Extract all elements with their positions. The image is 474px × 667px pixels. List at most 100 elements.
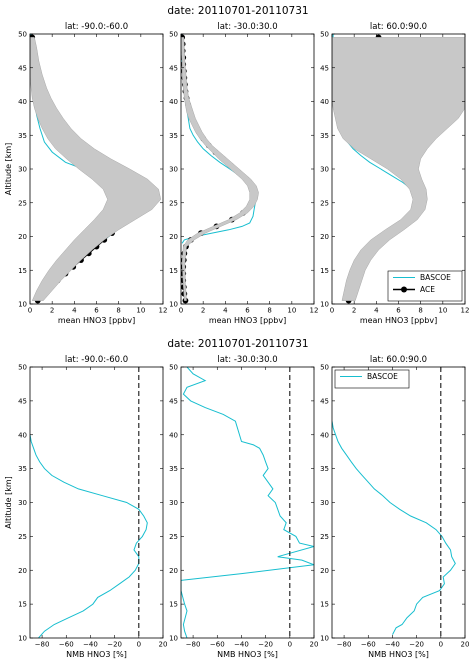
x-tick-label: 4 <box>72 307 77 315</box>
y-tick-label: 45 <box>169 64 178 72</box>
panel-1: 0 2 4 6 8 10 12 10 15 20 25 30 35 40 45 50 lat: -90.0:-6… <box>4 22 167 325</box>
top-figure-title: date: 20110701-20110731 <box>167 5 308 17</box>
y-tick-label: 50 <box>18 364 27 372</box>
y-tick-label: 35 <box>320 465 329 473</box>
y-tick-label: 45 <box>169 397 178 405</box>
x-tick-label: 2 <box>50 307 54 315</box>
plot-area <box>30 34 162 304</box>
y-tick-label: 10 <box>320 635 329 643</box>
y-tick-label: 20 <box>18 233 27 241</box>
x-tick-label: −80 <box>186 641 201 649</box>
panel-title: lat: -30.0:30.0 <box>217 22 277 32</box>
x-tick-label: −20 <box>258 641 273 649</box>
x-tick-label: 0 <box>179 307 183 315</box>
panel-5: −80 −60 −40 −20 0 20 10 15 20 25 30 35 40 45 50 lat: -3… <box>169 355 318 659</box>
x-tick-label: 0 <box>330 307 334 315</box>
y-tick-label: 10 <box>18 635 27 643</box>
y-tick-label: 20 <box>169 567 178 575</box>
legend: BASCOE <box>334 369 410 389</box>
plot-area <box>30 434 148 638</box>
y-tick-label: 40 <box>18 98 27 106</box>
y-tick-label: 40 <box>320 98 329 106</box>
x-tick-label: 0 <box>439 641 443 649</box>
plot-frame <box>180 366 315 639</box>
x-tick-label: 0 <box>288 641 292 649</box>
x-tick-label: 10 <box>136 307 145 315</box>
y-axis-label: Altitude [km] <box>4 476 13 528</box>
y-tick-label: 40 <box>320 431 329 439</box>
x-tick-label: 20 <box>310 641 319 649</box>
panel-title: lat: -90.0:-60.0 <box>65 22 128 32</box>
plot-frame <box>331 366 466 639</box>
y-tick-label: 30 <box>169 166 178 174</box>
y-tick-label: 25 <box>18 199 27 207</box>
x-tick-label: 6 <box>245 307 250 315</box>
plot-area <box>332 421 456 635</box>
x-tick-label: 12 <box>461 307 470 315</box>
y-tick-label: 35 <box>169 465 178 473</box>
panel-6: −80 −60 −40 −20 0 20 10 15 20 25 30 35 40 45 50 lat: 60… <box>320 355 469 659</box>
x-tick-label: 20 <box>159 641 168 649</box>
y-tick-label: 25 <box>320 199 329 207</box>
panel-title: lat: 60.0:90.0 <box>370 355 427 365</box>
y-tick-label: 50 <box>169 31 178 39</box>
y-tick-label: 10 <box>169 301 178 309</box>
y-tick-label: 15 <box>320 267 329 275</box>
bascoe-line <box>332 421 456 635</box>
plot-frame <box>180 33 315 305</box>
x-tick-label: −60 <box>210 641 225 649</box>
x-axis-label: mean HNO3 [ppbv] <box>58 316 135 325</box>
x-tick-label: 10 <box>287 307 296 315</box>
y-tick-label: 20 <box>169 233 178 241</box>
bascoe-line <box>30 434 148 638</box>
y-tick-label: 45 <box>320 397 329 405</box>
plot-area <box>181 34 259 304</box>
y-tick-label: 50 <box>169 364 178 372</box>
legend: BASCOE ACE <box>387 270 463 302</box>
ace-spread-band <box>30 37 162 301</box>
panel-title: lat: -90.0:-60.0 <box>65 355 128 365</box>
x-tick-label: −60 <box>59 641 74 649</box>
x-tick-label: 10 <box>438 307 447 315</box>
y-tick-label: 15 <box>320 601 329 609</box>
plot-frame <box>29 366 164 639</box>
x-axis-label: mean HNO3 [ppbv] <box>360 316 437 325</box>
y-tick-label: 30 <box>320 166 329 174</box>
y-tick-label: 50 <box>320 364 329 372</box>
y-tick-label: 30 <box>18 166 27 174</box>
x-tick-label: −40 <box>83 641 98 649</box>
y-tick-label: 35 <box>18 132 27 140</box>
y-tick-label: 40 <box>18 431 27 439</box>
legend-label-bascoe: BASCOE <box>420 273 451 282</box>
y-tick-label: 25 <box>169 533 178 541</box>
y-tick-label: 10 <box>18 301 27 309</box>
bottom-figure-title: date: 20110701-20110731 <box>167 338 308 350</box>
x-axis-label: NMB HNO3 [%] <box>368 650 429 659</box>
x-axis-label: NMB HNO3 [%] <box>217 650 278 659</box>
x-tick-label: 2 <box>352 307 356 315</box>
y-tick-label: 35 <box>320 132 329 140</box>
panel-3: 0 2 4 6 8 10 12 10 15 20 25 30 35 40 45 50 lat: 60.0:90.… <box>320 22 469 325</box>
x-tick-label: 4 <box>374 307 379 315</box>
legend-marker-ace <box>401 286 407 293</box>
y-tick-label: 25 <box>18 533 27 541</box>
y-tick-label: 45 <box>320 64 329 72</box>
y-tick-label: 50 <box>18 31 27 39</box>
x-tick-label: 0 <box>137 641 141 649</box>
y-tick-label: 25 <box>320 533 329 541</box>
y-tick-label: 15 <box>169 267 178 275</box>
y-axis-label: Altitude [km] <box>4 143 13 195</box>
x-tick-label: 20 <box>461 641 470 649</box>
x-tick-label: −40 <box>234 641 249 649</box>
ace-spread-band <box>332 37 465 301</box>
x-tick-label: 4 <box>223 307 228 315</box>
y-tick-label: 15 <box>18 267 27 275</box>
bascoe-line <box>181 367 314 638</box>
x-tick-label: 8 <box>267 307 271 315</box>
y-tick-label: 50 <box>320 31 329 39</box>
y-tick-label: 15 <box>18 601 27 609</box>
ace-line <box>181 37 255 301</box>
x-tick-label: 8 <box>116 307 120 315</box>
